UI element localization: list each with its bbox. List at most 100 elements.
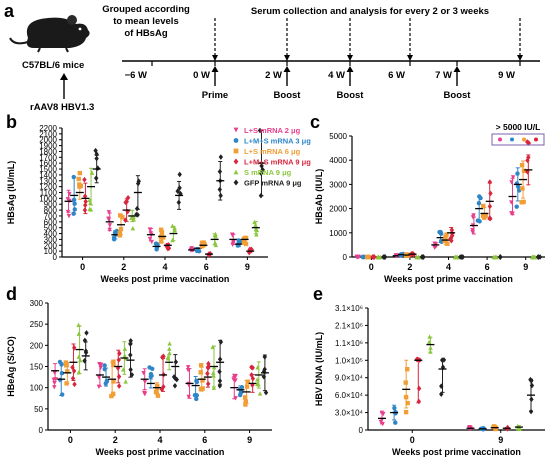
data-point (356, 254, 362, 260)
data-point (116, 383, 122, 389)
legend-label: L+M+S mRNA 3 μg (244, 137, 311, 146)
data-point (232, 373, 237, 379)
data-point (158, 227, 164, 232)
data-point (198, 363, 204, 368)
data-point (218, 154, 224, 160)
data-point (218, 339, 224, 345)
data-point (393, 420, 398, 425)
group-text-line2: to mean levels (113, 16, 178, 27)
data-point (202, 241, 207, 247)
data-point (460, 254, 465, 260)
y-tick-label: 700 (44, 212, 58, 221)
y-tick-label: 400 (44, 230, 58, 239)
data-point (52, 381, 57, 386)
data-point (172, 382, 178, 389)
data-point (89, 170, 95, 175)
y-tick-label: 150 (30, 363, 44, 372)
legend-marker (233, 158, 239, 165)
data-point (525, 139, 530, 145)
timeline-week-label: 0 W (193, 70, 210, 81)
y-tick-label: 2000 (39, 136, 57, 145)
legend-label: L+M+S mRNA 9 μg (244, 158, 311, 167)
data-point (174, 376, 179, 383)
data-point (366, 254, 371, 260)
y-tick-label: 1000 (39, 194, 57, 203)
data-point (96, 384, 102, 390)
y-tick-label: 2000 (329, 205, 347, 214)
x-tick-label: 9 (245, 262, 250, 272)
data-point (96, 375, 102, 380)
x-tick-label: 4 (157, 435, 162, 445)
x-tick-label: 6 (204, 262, 209, 272)
y-tick-label: 1700 (39, 153, 57, 162)
y-tick-label: 1600 (39, 159, 57, 168)
y-tick-label: 2.1×10⁶ (335, 321, 363, 330)
vaccination-event-label: Prime (202, 90, 228, 101)
vaccination-event-label: Boost (274, 90, 302, 101)
x-tick-label: 2 (121, 262, 126, 272)
x-axis-title: Weeks post prime vaccination (96, 447, 225, 457)
data-point (185, 365, 191, 370)
annotation-point (510, 137, 514, 142)
data-point (82, 207, 88, 213)
data-point (135, 212, 140, 218)
y-tick-label: 0 (343, 253, 348, 262)
data-point (199, 244, 205, 249)
y-tick-label: 4000 (329, 156, 347, 165)
data-point (245, 379, 250, 384)
data-point (76, 354, 82, 359)
serum-text: Serum collection and analysis for every … (251, 6, 489, 17)
data-point (242, 395, 248, 400)
data-point (72, 381, 77, 388)
y-axis-title: HBsAb (IU/L) (314, 169, 324, 225)
serum-collection-arrowhead-0 (212, 55, 218, 61)
data-point (167, 350, 172, 356)
serum-collection-arrowhead-1 (284, 55, 290, 61)
hbv-dna-panel: e 0 3.0×10⁴ 6.0×10⁴ 9.0×10⁴ 1.0×10⁵ 1.1×10⁶ 2.1… (313, 284, 545, 457)
data-point (128, 337, 133, 344)
data-point (117, 230, 123, 236)
x-axis-title: Weeks post prime vaccination (384, 274, 513, 284)
y-tick-label: 800 (44, 206, 58, 215)
data-point (525, 169, 530, 175)
data-point (483, 213, 488, 218)
data-point (471, 213, 476, 218)
data-point (93, 147, 98, 154)
data-point (206, 360, 211, 367)
timeline-week-label: 7 W (435, 70, 452, 81)
data-point (72, 207, 77, 212)
data-point (497, 254, 503, 260)
data-point (196, 249, 202, 254)
data-point (166, 245, 172, 252)
vaccination-event-label: Boost (337, 90, 365, 101)
data-point (458, 254, 463, 260)
vector-label: rAAV8 HBV1.3 (30, 102, 94, 113)
data-point (493, 254, 498, 260)
y-tick-label: 900 (44, 200, 58, 209)
hbsag-panel: b010020030040050060070080090010001100120… (6, 112, 311, 284)
data-point (405, 400, 410, 406)
data-point (77, 170, 83, 176)
y-tick-label: 3000 (329, 180, 347, 189)
data-point (526, 140, 532, 146)
data-point (249, 364, 254, 371)
data-point (123, 379, 128, 384)
data-point (173, 359, 179, 365)
x-tick-label: 9 (247, 435, 252, 445)
data-point (217, 383, 223, 389)
y-tick-label: 1400 (39, 171, 57, 180)
data-point (416, 385, 422, 392)
x-tick-label: 9 (523, 262, 528, 272)
x-tick-label: 2 (113, 435, 118, 445)
y-tick-label: 6.0×10⁴ (335, 391, 364, 400)
data-point (444, 232, 449, 237)
y-tick-label: 1000 (329, 229, 347, 238)
y-tick-label: 0 (53, 253, 58, 262)
data-point (76, 176, 81, 182)
timeline-week-label: 2 W (265, 70, 282, 81)
x-axis-title: Weeks post prime vaccination (392, 447, 521, 457)
x-tick-label: 6 (485, 262, 490, 272)
legend-label: L+S mRNA 6 μg (244, 147, 301, 156)
y-tick-label: 50 (34, 405, 43, 414)
data-point (445, 241, 450, 246)
